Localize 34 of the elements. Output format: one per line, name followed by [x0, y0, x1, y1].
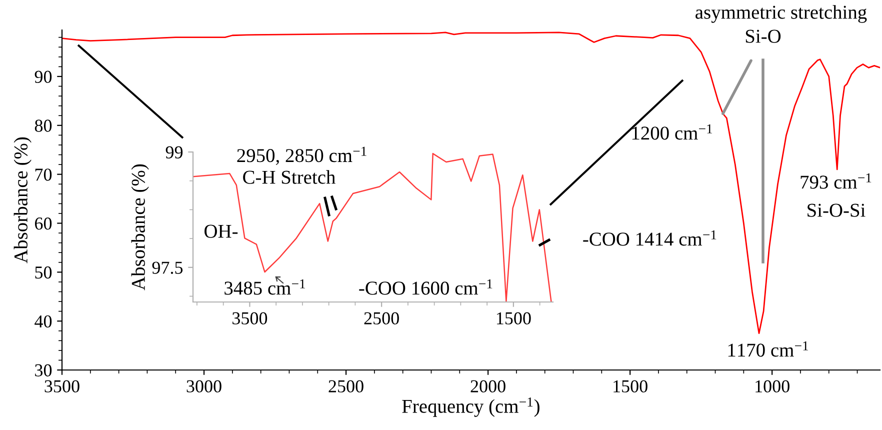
annotation: 1170 cm$^{−1}$: [728, 341, 808, 357]
annotation: 2950, 2850 cm$^{−1}$: [237, 146, 366, 165]
x-tick-label: 2500: [328, 380, 364, 392]
text: asymmetric stretching: [696, 5, 867, 23]
y-axis-title: Absorbance (%): [14, 137, 32, 264]
annotation: Si-O-Si: [808, 204, 866, 217]
annotation: OH-: [204, 224, 238, 238]
annotation: 793 cm$^{−1}$: [800, 173, 872, 189]
x-tick-label: 3000: [186, 380, 222, 392]
y-tick-label: 50: [35, 266, 52, 279]
x-tick-label: 2000: [470, 380, 506, 392]
line-series: [62, 32, 880, 334]
y-axis-title: Absorbance (%): [131, 164, 149, 290]
y-tick-label: 97.5: [152, 262, 183, 274]
x-tick-label: 1500: [614, 380, 648, 392]
y-tick-label: 90: [34, 70, 52, 83]
y-tick-label: 99: [166, 146, 183, 158]
annotation: 3485 cm$^{−1}$: [224, 279, 306, 295]
x-tick-label: 2500: [364, 312, 399, 324]
x-tick-label: 1000: [756, 380, 790, 392]
annotation: -COO 1414 cm$^{−1}$: [583, 230, 716, 246]
x-axis-title: Frequency (cm$^{−1}$): [402, 397, 540, 417]
y-tick-label: 70: [35, 168, 52, 181]
annotation: C-H Stretch: [243, 170, 336, 184]
annotation: 1200 cm$^{−1}$: [632, 124, 712, 140]
x-tick-label: 3500: [44, 380, 80, 392]
y-tick-label: 60: [35, 217, 52, 230]
y-tick-label: 30: [35, 364, 52, 376]
y-tick-label: 80: [34, 120, 52, 132]
x-tick-label: 1500: [496, 312, 531, 324]
x-tick-label: 3500: [232, 312, 268, 324]
y-tick-label: 40: [34, 315, 52, 328]
annotation: -COO 1600 cm$^{−1}$: [359, 279, 492, 295]
annotation: Si-O: [746, 30, 781, 43]
